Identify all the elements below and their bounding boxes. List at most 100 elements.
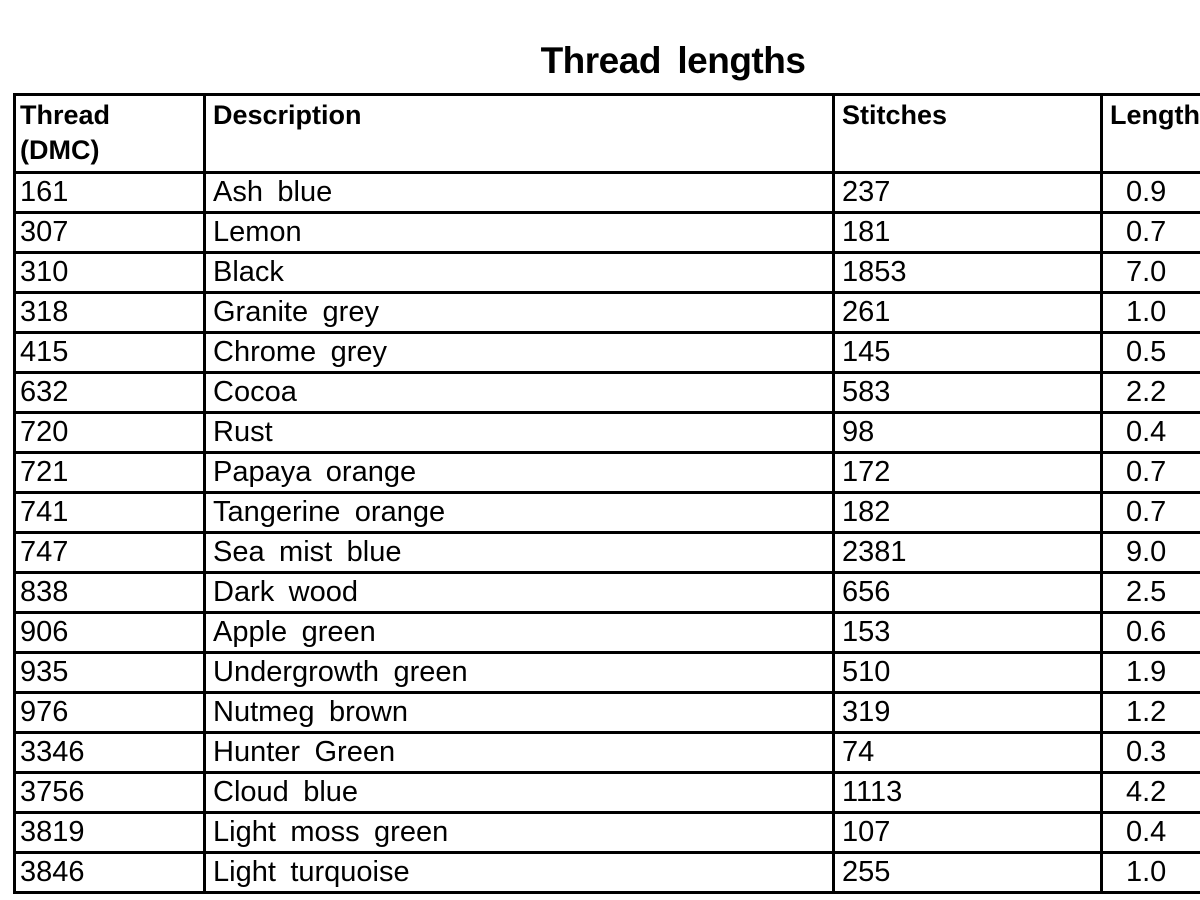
thread-cell: 747 (16, 534, 206, 574)
stitches-cell: 261 (835, 294, 1103, 334)
length-cell: 9.0 (1103, 534, 1200, 574)
description-cell: Chrome grey (206, 334, 835, 374)
table-row: 632 Cocoa 583 2.2 (16, 374, 1200, 414)
description-cell: Black (206, 254, 835, 294)
stitches-cell: 510 (835, 654, 1103, 694)
stitches-cell: 74 (835, 734, 1103, 774)
stitches-cell: 107 (835, 814, 1103, 854)
column-header-description: Description (206, 96, 835, 174)
length-cell: 1.2 (1103, 694, 1200, 734)
stitches-cell: 98 (835, 414, 1103, 454)
description-cell: Light moss green (206, 814, 835, 854)
table-header: Thread (DMC) Description Stitches Length… (16, 96, 1200, 174)
stitches-cell: 237 (835, 174, 1103, 214)
length-cell: 7.0 (1103, 254, 1200, 294)
thread-cell: 3346 (16, 734, 206, 774)
thread-lengths-table: Thread (DMC) Description Stitches Length… (13, 93, 1200, 894)
thread-cell: 741 (16, 494, 206, 534)
table-row: 161 Ash blue 237 0.9 (16, 174, 1200, 214)
length-cell: 1.0 (1103, 854, 1200, 894)
length-cell: 0.3 (1103, 734, 1200, 774)
table-row: 3846 Light turquoise 255 1.0 (16, 854, 1200, 894)
description-cell: Dark wood (206, 574, 835, 614)
length-cell: 4.2 (1103, 774, 1200, 814)
length-cell: 0.7 (1103, 214, 1200, 254)
length-cell: 0.7 (1103, 494, 1200, 534)
stitches-cell: 182 (835, 494, 1103, 534)
length-cell: 0.7 (1103, 454, 1200, 494)
length-cell: 0.5 (1103, 334, 1200, 374)
thread-cell: 161 (16, 174, 206, 214)
description-cell: Lemon (206, 214, 835, 254)
stitches-cell: 153 (835, 614, 1103, 654)
table-row: 3346 Hunter Green 74 0.3 (16, 734, 1200, 774)
stitches-cell: 181 (835, 214, 1103, 254)
description-cell: Ash blue (206, 174, 835, 214)
description-cell: Nutmeg brown (206, 694, 835, 734)
header-row: Thread (DMC) Description Stitches Length… (16, 96, 1200, 174)
description-cell: Granite grey (206, 294, 835, 334)
thread-cell: 632 (16, 374, 206, 414)
description-cell: Apple green (206, 614, 835, 654)
table-body: 161 Ash blue 237 0.9 307 Lemon 181 0.7 310 Black 1… (16, 174, 1200, 894)
description-cell: Papaya orange (206, 454, 835, 494)
description-cell: Hunter Green (206, 734, 835, 774)
description-cell: Sea mist blue (206, 534, 835, 574)
thread-cell: 906 (16, 614, 206, 654)
thread-cell: 3819 (16, 814, 206, 854)
table-row: 976 Nutmeg brown 319 1.2 (16, 694, 1200, 734)
table-row: 838 Dark wood 656 2.5 (16, 574, 1200, 614)
thread-cell: 318 (16, 294, 206, 334)
length-cell: 0.4 (1103, 414, 1200, 454)
table-row: 3756 Cloud blue 1113 4.2 (16, 774, 1200, 814)
description-cell: Tangerine orange (206, 494, 835, 534)
thread-cell: 935 (16, 654, 206, 694)
table-row: 318 Granite grey 261 1.0 (16, 294, 1200, 334)
table-row: 310 Black 1853 7.0 (16, 254, 1200, 294)
description-cell: Light turquoise (206, 854, 835, 894)
column-header-stitches: Stitches (835, 96, 1103, 174)
thread-cell: 976 (16, 694, 206, 734)
table-row: 741 Tangerine orange 182 0.7 (16, 494, 1200, 534)
table-row: 721 Papaya orange 172 0.7 (16, 454, 1200, 494)
stitches-cell: 1113 (835, 774, 1103, 814)
thread-cell: 3846 (16, 854, 206, 894)
length-cell: 0.9 (1103, 174, 1200, 214)
description-cell: Cocoa (206, 374, 835, 414)
stitches-cell: 319 (835, 694, 1103, 734)
stitches-cell: 172 (835, 454, 1103, 494)
description-cell: Cloud blue (206, 774, 835, 814)
column-header-thread-dmc: Thread (DMC) (16, 96, 206, 174)
table-row: 747 Sea mist blue 2381 9.0 (16, 534, 1200, 574)
length-cell: 2.5 (1103, 574, 1200, 614)
thread-cell: 3756 (16, 774, 206, 814)
stitches-cell: 255 (835, 854, 1103, 894)
description-cell: Rust (206, 414, 835, 454)
thread-cell: 720 (16, 414, 206, 454)
length-cell: 0.6 (1103, 614, 1200, 654)
stitches-cell: 1853 (835, 254, 1103, 294)
stitches-cell: 2381 (835, 534, 1103, 574)
thread-cell: 310 (16, 254, 206, 294)
table-row: 935 Undergrowth green 510 1.9 (16, 654, 1200, 694)
length-cell: 2.2 (1103, 374, 1200, 414)
table-row: 3819 Light moss green 107 0.4 (16, 814, 1200, 854)
thread-cell: 838 (16, 574, 206, 614)
length-cell: 1.0 (1103, 294, 1200, 334)
length-cell: 0.4 (1103, 814, 1200, 854)
table-row: 906 Apple green 153 0.6 (16, 614, 1200, 654)
column-header-length: Length (m) (1103, 96, 1200, 174)
thread-cell: 721 (16, 454, 206, 494)
stitches-cell: 145 (835, 334, 1103, 374)
thread-cell: 415 (16, 334, 206, 374)
thread-cell: 307 (16, 214, 206, 254)
length-cell: 1.9 (1103, 654, 1200, 694)
table-row: 720 Rust 98 0.4 (16, 414, 1200, 454)
stitches-cell: 656 (835, 574, 1103, 614)
page-title: Thread lengths (540, 40, 806, 81)
stitches-cell: 583 (835, 374, 1103, 414)
table-row: 307 Lemon 181 0.7 (16, 214, 1200, 254)
table-row: 415 Chrome grey 145 0.5 (16, 334, 1200, 374)
description-cell: Undergrowth green (206, 654, 835, 694)
